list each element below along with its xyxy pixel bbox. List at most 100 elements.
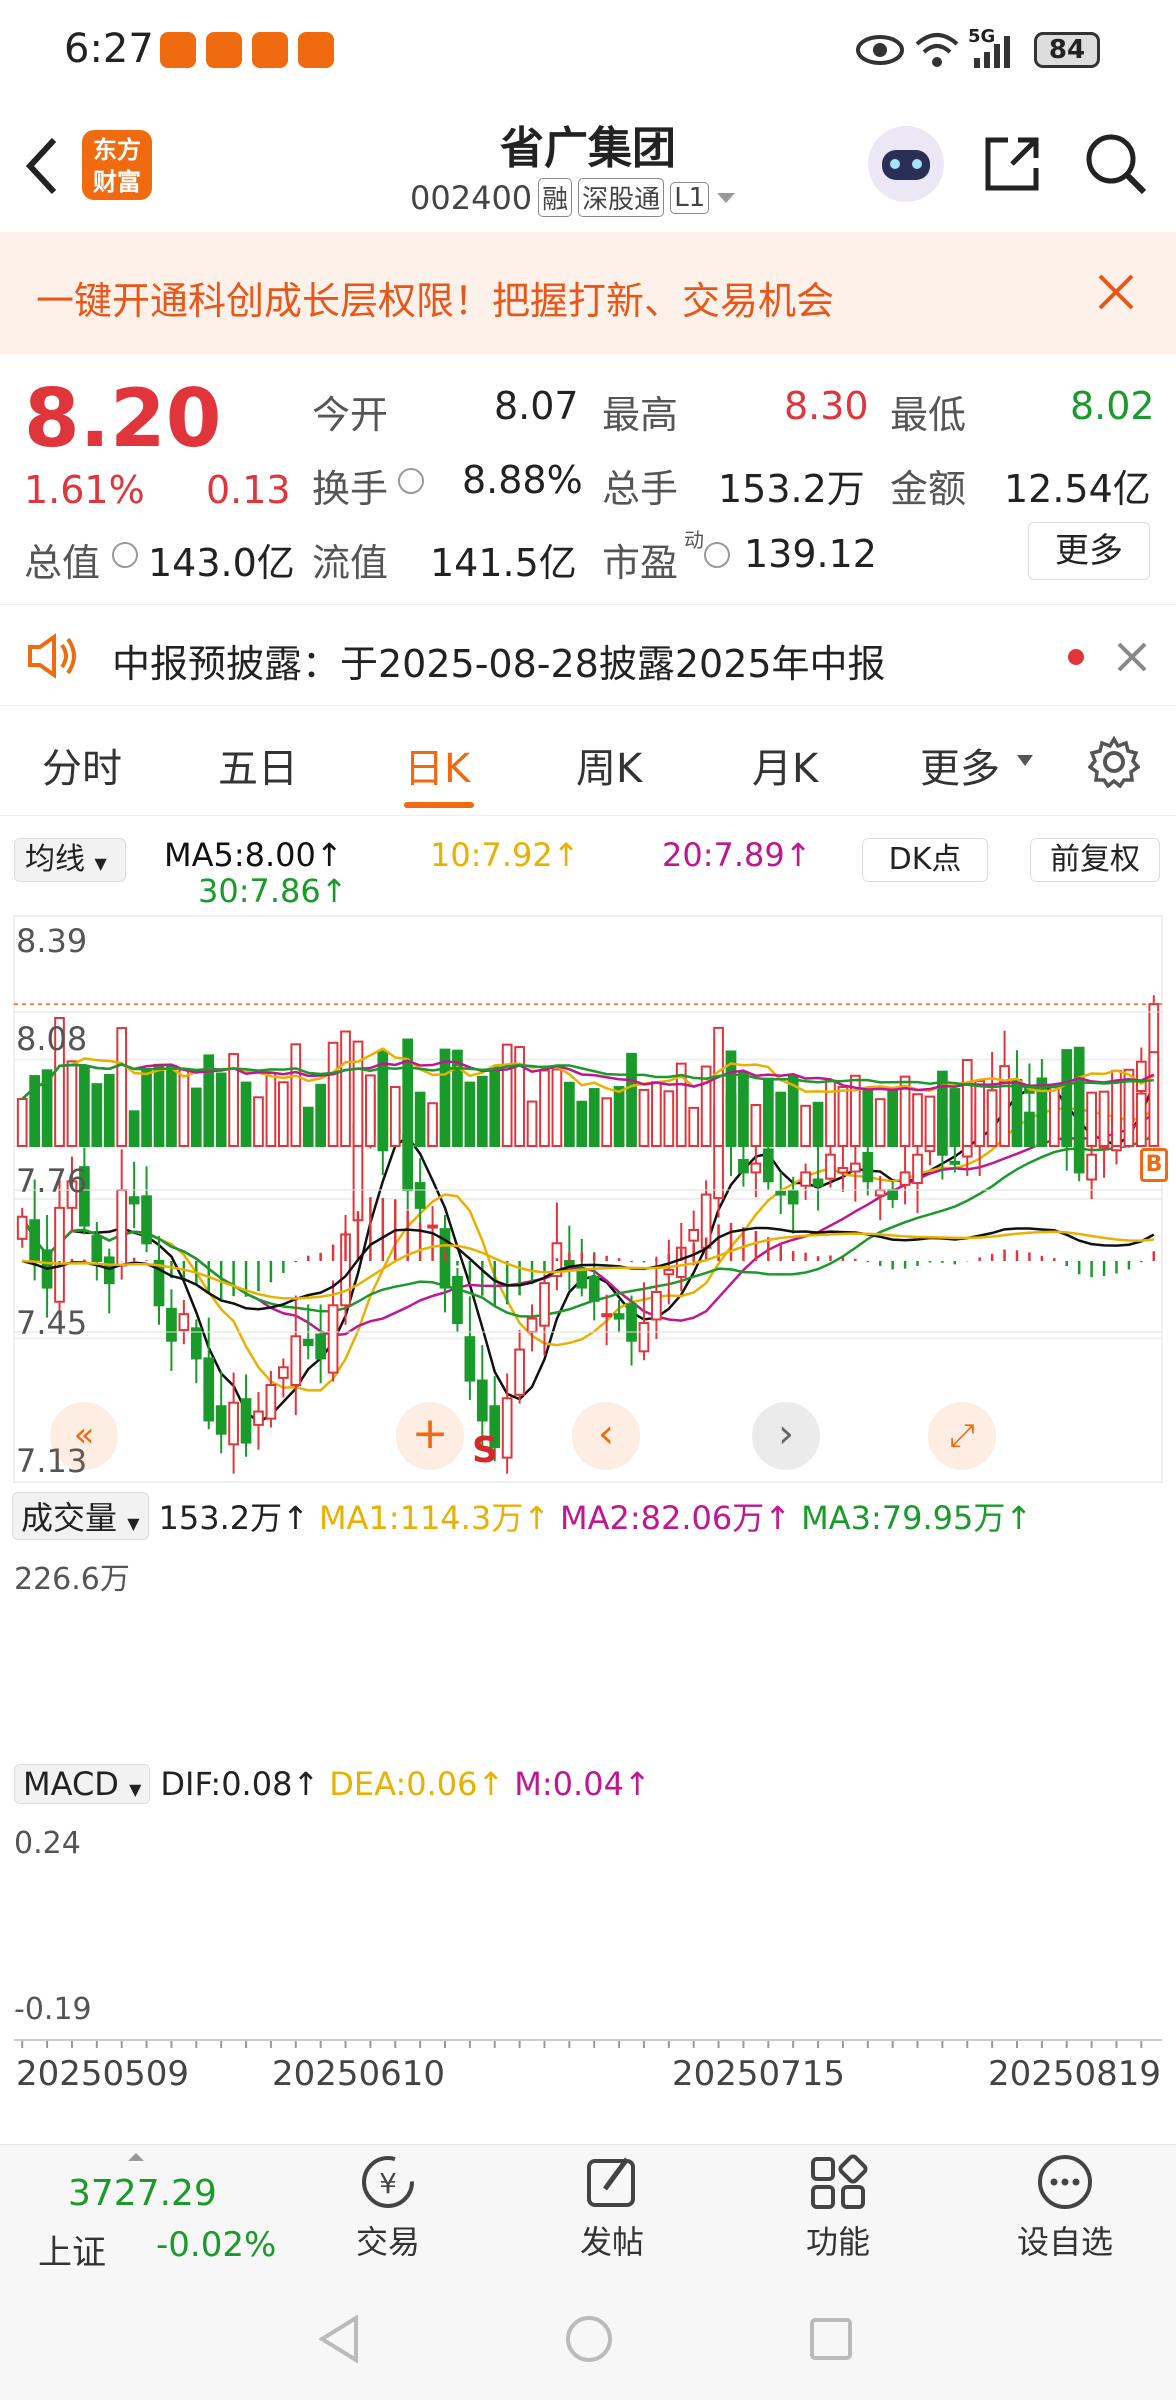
open-label: 今开 bbox=[312, 393, 389, 437]
dea-line bbox=[22, 1230, 1154, 1300]
tab-intraday[interactable]: 分时 bbox=[42, 746, 122, 792]
candle-body bbox=[66, 1180, 78, 1209]
macd-selector[interactable]: MACD ▼ bbox=[14, 1764, 151, 1804]
amount-value: 12.54亿 bbox=[1004, 467, 1151, 511]
tab-monthly-k[interactable]: 月K bbox=[752, 746, 819, 792]
add-watchlist-button[interactable]: 设自选 bbox=[1000, 2151, 1130, 2263]
nav-recents-icon[interactable] bbox=[808, 2316, 854, 2362]
info-icon[interactable] bbox=[704, 542, 730, 568]
candle-body bbox=[54, 1206, 65, 1303]
more-quote-button[interactable]: 更多 bbox=[1028, 522, 1150, 580]
tab-daily-k[interactable]: 日K bbox=[404, 746, 471, 792]
back-arrow-icon[interactable] bbox=[22, 136, 62, 196]
volume-bar bbox=[974, 1080, 986, 1147]
volume-selector[interactable]: 成交量 ▼ bbox=[12, 1492, 149, 1540]
candle-body bbox=[775, 1190, 787, 1196]
pe-value: 139.12 bbox=[744, 532, 877, 576]
pe-dynamic-mark: 动 bbox=[684, 528, 704, 552]
tab-more[interactable]: 更多 bbox=[920, 746, 1000, 792]
candle-body bbox=[265, 1384, 277, 1420]
float-label: 流值 bbox=[312, 541, 389, 585]
macd-axis-bottom: -0.19 bbox=[14, 1992, 92, 2027]
trade-button[interactable]: ¥ 交易 bbox=[338, 2151, 438, 2263]
tab-weekly-k[interactable]: 周K bbox=[576, 746, 643, 792]
expand-arrow-icon[interactable] bbox=[128, 2153, 144, 2161]
price-axis-top: 8.39 bbox=[16, 922, 88, 960]
logo-line: 东方 bbox=[93, 136, 141, 164]
indicator-selector[interactable]: 均线 ▼ bbox=[14, 838, 126, 882]
ma20-label: 20:7.89↑ bbox=[662, 836, 812, 874]
scroll-left-button[interactable]: ‹ bbox=[572, 1402, 640, 1470]
candle-body bbox=[874, 1189, 886, 1197]
nav-back-icon[interactable] bbox=[316, 2314, 364, 2364]
selector-label: 均线 bbox=[25, 842, 85, 877]
more-dots-icon bbox=[1038, 2155, 1092, 2209]
nav-home-icon[interactable] bbox=[564, 2314, 614, 2364]
candle-body bbox=[601, 1313, 613, 1318]
index-change[interactable]: -0.02% bbox=[156, 2225, 277, 2265]
volume-bar bbox=[265, 1072, 277, 1147]
volume-bar bbox=[253, 1096, 264, 1147]
candle-body bbox=[526, 1317, 538, 1333]
volume-bar bbox=[1135, 1092, 1147, 1148]
high-label: 最高 bbox=[602, 393, 679, 437]
volume-bar bbox=[1036, 1088, 1048, 1147]
post-button[interactable]: 发帖 bbox=[562, 2151, 662, 2263]
volume-bar bbox=[725, 1050, 737, 1147]
volume-bar bbox=[937, 1070, 948, 1148]
volume-bar bbox=[1048, 1086, 1060, 1147]
dk-point-button[interactable]: DK点 bbox=[862, 838, 988, 882]
candle-body bbox=[675, 1246, 687, 1278]
volume-bar bbox=[800, 1104, 811, 1147]
settings-gear-icon[interactable] bbox=[1088, 736, 1140, 788]
tab-five-day[interactable]: 五日 bbox=[218, 746, 298, 792]
mktcap-value: 143.0亿 bbox=[148, 541, 295, 585]
volume-bar bbox=[327, 1041, 339, 1147]
close-icon[interactable] bbox=[1116, 641, 1148, 673]
notice-bar[interactable]: 中报预披露：于2025-08-28披露2025年中报 bbox=[0, 604, 1176, 706]
macd-dif: DIF:0.08↑ bbox=[160, 1765, 320, 1803]
function-button[interactable]: 功能 bbox=[788, 2151, 888, 2263]
index-name[interactable]: 上证 bbox=[38, 2233, 106, 2273]
volume-bar bbox=[1073, 1046, 1085, 1147]
candle-body bbox=[141, 1195, 152, 1245]
volume-bar bbox=[563, 1081, 575, 1148]
adjust-mode-button[interactable]: 前复权 bbox=[1030, 838, 1160, 882]
volume-bar bbox=[389, 1086, 401, 1147]
volume-bar bbox=[999, 1081, 1010, 1147]
stock-code: 002400 bbox=[410, 178, 533, 217]
kline-chart-area[interactable]: 8.39 8.08 7.76 7.45 7.13 « + ‹ › ⤢ S B 成… bbox=[0, 912, 1176, 2120]
candle-body bbox=[190, 1327, 202, 1360]
candle-body bbox=[738, 1159, 749, 1174]
share-icon[interactable] bbox=[980, 132, 1044, 196]
volume-bar bbox=[290, 1043, 302, 1148]
close-icon[interactable] bbox=[1096, 272, 1136, 312]
volume-bar bbox=[464, 1081, 476, 1147]
chevron-down-icon[interactable] bbox=[715, 191, 737, 205]
promo-banner[interactable]: 一键开通科创成长层权限！把握打新、交易机会 bbox=[0, 232, 1176, 354]
candle-body bbox=[800, 1171, 811, 1187]
volume-bar bbox=[787, 1075, 799, 1147]
macd-selector-label: MACD bbox=[23, 1765, 119, 1803]
scroll-right-button[interactable]: › bbox=[752, 1402, 820, 1470]
dropdown-arrow-icon: ▼ bbox=[94, 854, 107, 873]
macd-legend: MACD ▼ DIF:0.08↑ DEA:0.06↑ M:0.04↑ bbox=[14, 1764, 651, 1804]
candle-body bbox=[762, 1148, 774, 1183]
candle-body bbox=[315, 1333, 327, 1360]
search-icon[interactable] bbox=[1084, 132, 1148, 196]
turnover-value: 8.88% bbox=[462, 458, 583, 502]
volume-bar bbox=[1123, 1068, 1135, 1147]
stock-code-row: 002400 融 深股通 L1 bbox=[410, 178, 737, 217]
info-icon[interactable] bbox=[112, 542, 138, 568]
candle-body bbox=[116, 1189, 128, 1267]
robot-assistant-icon[interactable] bbox=[868, 126, 944, 202]
zoom-in-button[interactable]: + bbox=[396, 1402, 464, 1470]
volume-bar bbox=[1061, 1049, 1073, 1147]
index-value[interactable]: 3727.29 bbox=[68, 2173, 217, 2214]
date-label-3: 20250715 bbox=[672, 2054, 846, 2094]
scroll-left-fast-button[interactable]: « bbox=[50, 1402, 118, 1470]
eastmoney-logo[interactable]: 东方 财富 bbox=[82, 130, 152, 200]
info-icon[interactable] bbox=[398, 468, 424, 494]
fullscreen-button[interactable]: ⤢ bbox=[928, 1402, 996, 1470]
trade-yen-icon: ¥ bbox=[362, 2156, 414, 2208]
